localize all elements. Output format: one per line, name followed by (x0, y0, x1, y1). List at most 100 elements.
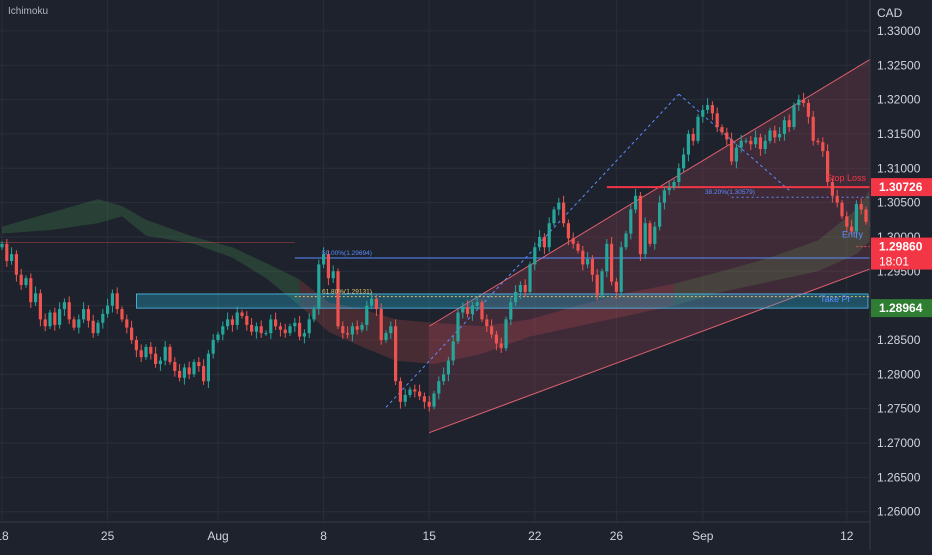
candle-body (38, 293, 42, 320)
candle-body (571, 238, 575, 244)
candle-body (221, 326, 225, 335)
candle-body (461, 307, 465, 313)
take-profit-label: Take Pr (820, 294, 851, 304)
candle-body (605, 243, 609, 272)
candle-body (456, 312, 460, 342)
candle-body (182, 367, 186, 378)
cloud-segment (578, 293, 626, 327)
fib-618-label: 61.80%(1.29131) (322, 289, 372, 296)
candle-body (590, 258, 594, 275)
time-axis[interactable]: 18 25 Aug 8 15 22 26 Sep 12 (0, 521, 870, 543)
candle-body (389, 326, 393, 334)
candle-body (768, 130, 772, 141)
candle-body (854, 203, 858, 232)
candle-body (355, 326, 359, 330)
candle-body (418, 391, 422, 397)
take-profit-badge-text: 1.28964 (879, 301, 923, 315)
price-tick-label: 1.32000 (877, 93, 921, 107)
candle-body (134, 339, 138, 351)
candle-body (235, 312, 239, 325)
candle-body (845, 216, 849, 227)
price-tick-label: 1.28000 (877, 367, 921, 381)
candle-body (278, 326, 282, 330)
candle-body (62, 302, 66, 310)
price-tick-label: 1.27000 (877, 436, 921, 450)
candle-body (485, 319, 489, 327)
candle-body (504, 319, 508, 349)
candle-body (187, 367, 191, 375)
fib-382-label: 38.20%(1.30579) (705, 189, 755, 196)
candle-body (331, 271, 335, 279)
candle-body (259, 326, 263, 334)
candle-body (130, 327, 134, 340)
candle-body (245, 315, 249, 325)
candle-body (230, 319, 234, 325)
candle-body (197, 361, 201, 367)
candle-body (72, 319, 76, 328)
candle-body (19, 274, 23, 286)
candle-body (490, 326, 494, 335)
candle-body (82, 309, 86, 320)
candle-body (101, 313, 105, 323)
candle-body (864, 209, 868, 222)
candle-body (350, 326, 354, 335)
candle-body (86, 309, 90, 321)
fib-trend-line (678, 93, 790, 191)
cloud-segment (194, 236, 233, 258)
candle-body (178, 370, 182, 378)
cloud-segment (122, 206, 146, 236)
candle-body (614, 281, 618, 292)
candle-body (830, 182, 834, 196)
price-tick-label: 1.33000 (877, 24, 921, 38)
candle-body (859, 203, 863, 210)
candle-body (288, 326, 292, 334)
cloud-segment (266, 263, 300, 306)
candle-body (451, 341, 455, 361)
candle-body (557, 202, 561, 210)
candle-body (77, 319, 81, 328)
candle-body (394, 326, 398, 382)
candle-body (216, 334, 220, 340)
candle-body (734, 147, 738, 162)
candle-body (48, 312, 52, 327)
time-tick-label: Sep (692, 529, 714, 543)
cloud-segment (674, 271, 722, 306)
channel-fill (429, 24, 929, 433)
candle-body (730, 139, 734, 162)
cloud-segment (98, 199, 122, 224)
candle-body (154, 353, 158, 365)
candle-body (667, 187, 671, 191)
candle-body (576, 243, 580, 251)
candle-body (686, 133, 690, 155)
candle-body (110, 293, 114, 306)
candle-body (149, 346, 153, 354)
candle-body (211, 339, 215, 354)
price-axis[interactable]: CAD 1.330001.325001.320001.315001.310001… (869, 0, 932, 550)
candle-body (374, 298, 378, 310)
candle-body (346, 333, 350, 335)
candle-body (634, 195, 638, 210)
candle-body (317, 264, 321, 310)
time-tick-label: 25 (101, 529, 115, 543)
current-price-badge (871, 237, 932, 270)
price-tick-label: 1.26000 (877, 505, 921, 519)
candle-body (5, 243, 9, 261)
candle-body (509, 302, 513, 320)
candle-body (163, 346, 167, 361)
candle-body (254, 326, 258, 332)
candles (0, 92, 892, 412)
candle-body (821, 142, 825, 152)
time-tick-label: 8 (320, 529, 327, 543)
candle-body (514, 291, 518, 303)
candle-body (370, 298, 374, 306)
candle-body (58, 309, 62, 325)
candle-body (326, 254, 330, 279)
candle-body (662, 190, 666, 203)
grid (0, 0, 870, 522)
candle-body (754, 137, 758, 145)
current-price-badge-text: 1.29860 (879, 240, 923, 254)
candle-body (422, 396, 426, 402)
candle-body (792, 105, 796, 128)
